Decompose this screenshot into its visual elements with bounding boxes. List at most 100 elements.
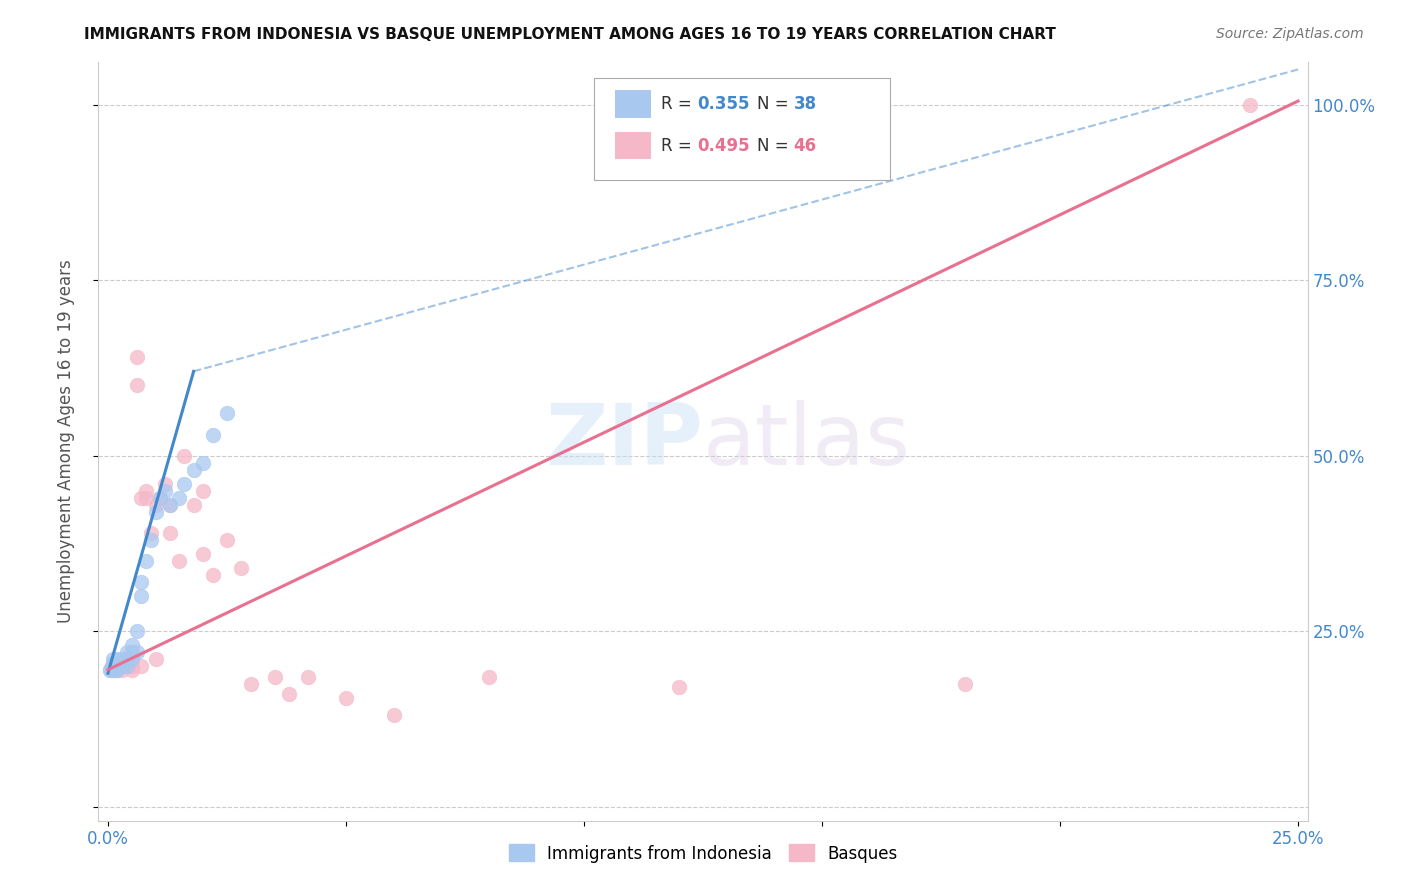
Text: atlas: atlas bbox=[703, 400, 911, 483]
Text: N =: N = bbox=[758, 95, 794, 113]
Legend: Immigrants from Indonesia, Basques: Immigrants from Indonesia, Basques bbox=[502, 838, 904, 869]
Point bbox=[101, 659, 124, 673]
Point bbox=[215, 407, 238, 421]
Point bbox=[145, 505, 167, 519]
Point bbox=[111, 656, 134, 670]
Point bbox=[111, 652, 134, 666]
Point bbox=[115, 652, 138, 666]
Text: IMMIGRANTS FROM INDONESIA VS BASQUE UNEMPLOYMENT AMONG AGES 16 TO 19 YEARS CORRE: IMMIGRANTS FROM INDONESIA VS BASQUE UNEM… bbox=[84, 27, 1056, 42]
Point bbox=[201, 427, 224, 442]
Point bbox=[121, 663, 143, 677]
Point bbox=[277, 687, 299, 701]
Point bbox=[101, 652, 124, 666]
Bar bbox=[614, 132, 651, 160]
Point bbox=[104, 663, 127, 677]
Point bbox=[183, 498, 205, 512]
Point bbox=[297, 670, 319, 684]
Point bbox=[153, 476, 176, 491]
Point bbox=[98, 663, 121, 677]
Point bbox=[149, 491, 172, 505]
Text: Source: ZipAtlas.com: Source: ZipAtlas.com bbox=[1216, 27, 1364, 41]
Point bbox=[129, 574, 152, 589]
Point bbox=[159, 498, 181, 512]
Point bbox=[191, 456, 214, 470]
Text: 0.355: 0.355 bbox=[697, 95, 749, 113]
Point bbox=[107, 659, 129, 673]
Point bbox=[159, 498, 181, 512]
Point bbox=[121, 659, 143, 673]
Point bbox=[111, 663, 134, 677]
Point bbox=[335, 690, 357, 705]
Point bbox=[129, 491, 152, 505]
Point bbox=[173, 476, 195, 491]
Point bbox=[153, 483, 176, 498]
Point bbox=[107, 656, 129, 670]
Point bbox=[101, 656, 124, 670]
Point bbox=[668, 680, 690, 694]
Point bbox=[101, 663, 124, 677]
Point bbox=[135, 554, 157, 568]
Point bbox=[191, 547, 214, 561]
Point bbox=[111, 659, 134, 673]
Point bbox=[201, 568, 224, 582]
Point bbox=[101, 659, 124, 673]
Point bbox=[125, 645, 148, 659]
Y-axis label: Unemployment Among Ages 16 to 19 years: Unemployment Among Ages 16 to 19 years bbox=[56, 260, 75, 624]
Point bbox=[215, 533, 238, 547]
Point bbox=[98, 663, 121, 677]
Point bbox=[111, 659, 134, 673]
Point bbox=[169, 491, 191, 505]
Point bbox=[135, 491, 157, 505]
Point bbox=[139, 533, 162, 547]
Point bbox=[104, 659, 127, 673]
Point bbox=[115, 659, 138, 673]
Text: ZIP: ZIP bbox=[546, 400, 703, 483]
Point bbox=[231, 561, 253, 575]
Point bbox=[191, 483, 214, 498]
Point bbox=[111, 656, 134, 670]
Point bbox=[121, 645, 143, 659]
Point bbox=[107, 656, 129, 670]
Point bbox=[129, 659, 152, 673]
Text: 0.495: 0.495 bbox=[697, 136, 749, 155]
Point bbox=[121, 652, 143, 666]
Point bbox=[1239, 97, 1261, 112]
Point bbox=[104, 656, 127, 670]
Point bbox=[478, 670, 501, 684]
Point bbox=[183, 462, 205, 476]
Point bbox=[115, 652, 138, 666]
Point bbox=[121, 638, 143, 652]
Point bbox=[107, 659, 129, 673]
Point bbox=[125, 624, 148, 639]
Point bbox=[125, 351, 148, 365]
Point bbox=[107, 663, 129, 677]
FancyBboxPatch shape bbox=[595, 78, 890, 180]
Point bbox=[263, 670, 285, 684]
Text: 38: 38 bbox=[793, 95, 817, 113]
Text: N =: N = bbox=[758, 136, 794, 155]
Point bbox=[107, 652, 129, 666]
Text: R =: R = bbox=[661, 95, 697, 113]
Point bbox=[145, 498, 167, 512]
Point bbox=[107, 663, 129, 677]
Bar bbox=[614, 90, 651, 118]
Point bbox=[139, 525, 162, 540]
Point bbox=[149, 491, 172, 505]
Text: R =: R = bbox=[661, 136, 697, 155]
Point bbox=[169, 554, 191, 568]
Point bbox=[239, 677, 262, 691]
Point bbox=[173, 449, 195, 463]
Text: 46: 46 bbox=[793, 136, 817, 155]
Point bbox=[953, 677, 976, 691]
Point bbox=[111, 659, 134, 673]
Point bbox=[382, 708, 405, 723]
Point bbox=[159, 525, 181, 540]
Point bbox=[115, 659, 138, 673]
Point bbox=[145, 652, 167, 666]
Point bbox=[135, 483, 157, 498]
Point bbox=[115, 645, 138, 659]
Point bbox=[100, 659, 122, 673]
Point bbox=[125, 378, 148, 392]
Point bbox=[121, 648, 143, 663]
Point bbox=[129, 589, 152, 603]
